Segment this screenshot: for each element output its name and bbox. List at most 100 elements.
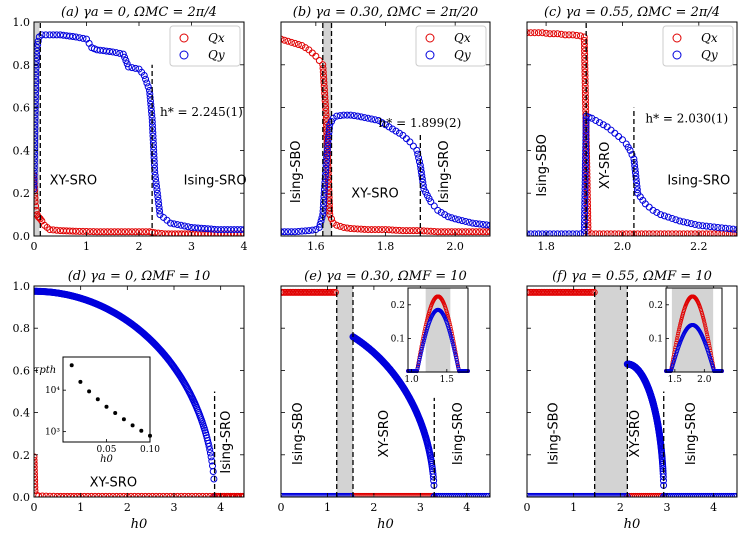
inset-marker — [419, 348, 424, 353]
x-tick-label: 4 — [463, 501, 470, 514]
marker-Qx — [206, 492, 214, 497]
marker-Qy — [395, 129, 403, 137]
marker-Qy — [148, 118, 156, 126]
legend-label: Qx — [454, 31, 471, 45]
marker-Qx — [174, 230, 182, 236]
marker-Qx — [109, 492, 117, 497]
y-tick-label: 0.2 — [13, 187, 31, 200]
marker-Qy — [323, 150, 331, 158]
marker-Qy — [472, 220, 480, 228]
marker-Qy — [336, 112, 344, 120]
marker-Qy — [72, 33, 80, 41]
marker-Qx — [184, 492, 192, 497]
marker-Qy — [633, 179, 641, 187]
marker-Qy — [340, 111, 348, 119]
inset-marker — [455, 362, 460, 367]
marker-Qy — [722, 224, 730, 232]
marker-Qx — [93, 228, 101, 236]
x-tick-label: 0 — [31, 240, 38, 253]
marker-Qx — [615, 230, 623, 236]
marker-Qy — [294, 227, 302, 235]
marker-Qy — [581, 171, 589, 179]
marker-Qy — [305, 227, 313, 235]
marker-Qx — [171, 230, 179, 236]
inset-point — [95, 397, 100, 402]
inset-marker — [415, 369, 419, 374]
marker-Qy — [378, 119, 386, 127]
marker-Qy — [576, 230, 584, 236]
marker-Qx — [120, 492, 128, 497]
marker-Qy — [569, 230, 577, 236]
marker-Qy — [659, 462, 667, 470]
marker-Qy — [343, 111, 351, 119]
marker-Qx — [660, 230, 668, 236]
marker-Qy — [49, 31, 57, 39]
marker-Qy — [733, 226, 737, 234]
marker-Qx — [158, 230, 166, 236]
marker-Qy — [34, 51, 41, 59]
marker-Qy — [580, 226, 588, 234]
marker-Qy — [580, 223, 588, 231]
marker-Qx — [691, 230, 699, 236]
marker-Qx — [641, 230, 649, 236]
marker-Qx — [733, 230, 737, 236]
marker-Qx — [527, 29, 535, 37]
inset-marker — [704, 330, 709, 334]
marker-Qx — [385, 226, 393, 234]
marker-Qy — [308, 226, 316, 234]
marker-Qy — [38, 31, 46, 39]
marker-Qx — [320, 86, 328, 94]
marker-Qx — [565, 31, 573, 39]
marker-Qy — [34, 107, 39, 115]
marker-Qy — [633, 186, 641, 194]
inset-marker — [424, 330, 428, 335]
marker-Qy — [687, 220, 695, 228]
marker-Qx — [217, 230, 225, 236]
marker-Qy — [34, 93, 39, 101]
inset-marker — [416, 362, 421, 367]
region-label: XY-SRO — [90, 475, 138, 490]
inset-marker — [706, 336, 710, 341]
marker-Qx — [168, 230, 176, 236]
inset-marker — [676, 329, 681, 334]
inset-marker — [699, 311, 704, 316]
x-tick-label: 2 — [124, 501, 131, 514]
region-label: XY-SRO — [50, 174, 98, 189]
marker-Qy — [204, 439, 212, 447]
inset-marker — [678, 319, 683, 324]
marker-Qx — [729, 230, 737, 236]
panel-title: (c) γa = 0.55, ΩMC = 2π/4 — [544, 5, 720, 20]
marker-Qx — [34, 194, 39, 202]
marker-Qy — [480, 492, 488, 497]
marker-Qy — [167, 219, 174, 227]
marker-Qy — [324, 139, 332, 147]
inset-d: 0.05 0.10 10³ 10⁴ h0 τpth — [34, 356, 160, 465]
marker-Qx — [630, 230, 638, 236]
inset-shade — [425, 288, 451, 372]
marker-Qy — [580, 230, 588, 236]
x-tick-label: 0 — [278, 501, 285, 514]
y-tick-label: 0.0 — [13, 491, 31, 504]
marker-Qy — [209, 468, 217, 476]
inset-marker — [446, 325, 451, 330]
y-tick-label: 0.8 — [13, 322, 31, 335]
inset-point — [87, 389, 92, 394]
inset-x-tick-label: 1.5 — [440, 375, 455, 385]
marker-Qx — [46, 226, 54, 234]
marker-Qy — [710, 223, 718, 231]
marker-Qx — [441, 228, 449, 236]
marker-Qy — [621, 492, 629, 497]
inset-point — [139, 428, 144, 433]
x-tick-label: 3 — [417, 501, 424, 514]
region-label: XY-SRO — [377, 410, 392, 458]
marker-Qy — [354, 112, 362, 120]
marker-Qy — [34, 64, 40, 72]
inset-marker — [421, 336, 425, 341]
plot-area-d — [34, 287, 244, 497]
marker-Qx — [86, 228, 94, 236]
legend-marker — [425, 50, 435, 60]
marker-Qy — [581, 192, 589, 200]
marker-Qy — [631, 162, 639, 170]
marker-Qy — [434, 206, 442, 214]
y-tick-label: 0.2 — [13, 449, 31, 462]
